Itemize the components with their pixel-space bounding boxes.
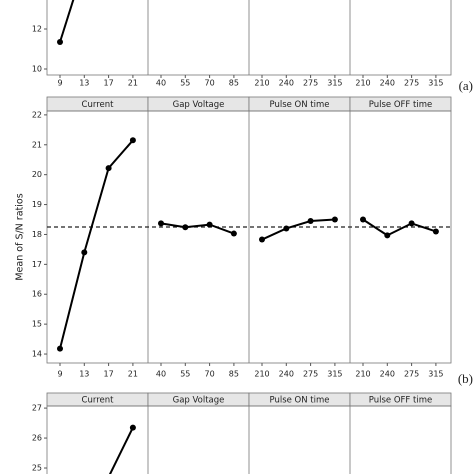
panel-label: (a)	[459, 78, 473, 93]
data-point	[81, 249, 88, 256]
x-tick-label: 55	[180, 370, 190, 379]
data-point	[230, 230, 237, 237]
x-tick-label: 21	[128, 370, 138, 379]
y-tick-label: 16	[32, 290, 42, 299]
effect-line	[59, 0, 75, 43]
y-tick-label: 25	[32, 464, 42, 473]
x-tick-label: 210	[254, 79, 269, 88]
data-point	[57, 345, 63, 352]
panel-title: Pulse ON time	[269, 100, 329, 110]
data-point	[307, 218, 314, 225]
y-tick-label: 14	[32, 350, 42, 359]
x-tick-label: 85	[229, 370, 239, 379]
x-tick-label: 210	[254, 370, 269, 379]
panel-title: Pulse ON time	[269, 396, 329, 406]
y-axis-label: Mean of S/N ratios	[15, 193, 26, 280]
data-point	[331, 216, 338, 223]
data-point	[206, 221, 213, 228]
plot-area	[57, 0, 75, 45]
x-tick-label: 17	[104, 370, 114, 379]
panel-title: Gap Voltage	[173, 396, 225, 406]
x-tick-label: 40	[156, 79, 166, 88]
x-tick-label: 55	[180, 79, 190, 88]
panel-title: Pulse OFF time	[369, 100, 432, 110]
effect-line	[362, 218, 437, 237]
y-tick-label: 20	[32, 170, 42, 179]
x-tick-label: 240	[380, 370, 395, 379]
data-point	[360, 216, 366, 223]
panel-title: Current	[82, 100, 115, 110]
panel-title: Current	[82, 396, 115, 406]
data-point	[384, 232, 391, 239]
panel-label: (b)	[458, 371, 473, 386]
panel-title: Pulse OFF time	[369, 396, 432, 406]
x-tick-label: 70	[205, 370, 215, 379]
data-point	[408, 220, 415, 227]
data-point	[432, 228, 439, 235]
panel-title: Gap Voltage	[173, 100, 225, 110]
y-tick-label: 22	[32, 110, 42, 119]
x-tick-label: 70	[205, 79, 215, 88]
x-tick-label: 240	[279, 79, 294, 88]
x-tick-label: 40	[156, 370, 166, 379]
x-tick-label: 315	[428, 370, 443, 379]
data-point	[105, 165, 112, 172]
y-tick-label: 18	[32, 230, 42, 239]
x-tick-label: 9	[57, 79, 62, 88]
x-tick-label: 240	[279, 370, 294, 379]
x-tick-label: 240	[380, 79, 395, 88]
y-tick-label: 10	[32, 65, 42, 74]
data-point	[259, 236, 265, 243]
effect-line	[108, 427, 134, 474]
x-tick-label: 275	[303, 370, 318, 379]
effect-line	[160, 222, 235, 235]
x-tick-label: 9	[57, 370, 62, 379]
y-tick-label: 26	[32, 434, 42, 443]
x-tick-label: 275	[404, 370, 419, 379]
x-tick-label: 210	[355, 79, 370, 88]
y-tick-label: 19	[32, 200, 42, 209]
x-tick-label: 17	[104, 79, 114, 88]
y-tick-label: 15	[32, 320, 42, 329]
data-point	[158, 220, 164, 227]
plot-area	[47, 137, 451, 352]
y-tick-label: 21	[32, 140, 42, 149]
x-tick-label: 85	[229, 79, 239, 88]
x-tick-label: 315	[428, 79, 443, 88]
data-point	[182, 224, 189, 231]
x-tick-label: 315	[327, 79, 342, 88]
y-tick-label: 27	[32, 404, 42, 413]
x-tick-label: 21	[128, 79, 138, 88]
data-point	[57, 39, 63, 45]
effect-line	[261, 218, 335, 241]
x-tick-label: 13	[79, 370, 89, 379]
y-tick-label: 17	[32, 260, 42, 269]
x-tick-label: 275	[404, 79, 419, 88]
data-point	[283, 225, 290, 232]
effect-line	[59, 139, 134, 349]
y-tick-label: 12	[32, 25, 42, 34]
plot-area	[108, 424, 136, 474]
x-tick-label: 210	[355, 370, 370, 379]
data-point	[129, 424, 136, 431]
data-point	[129, 137, 136, 144]
x-tick-label: 275	[303, 79, 318, 88]
x-tick-label: 13	[79, 79, 89, 88]
x-tick-label: 315	[327, 370, 342, 379]
